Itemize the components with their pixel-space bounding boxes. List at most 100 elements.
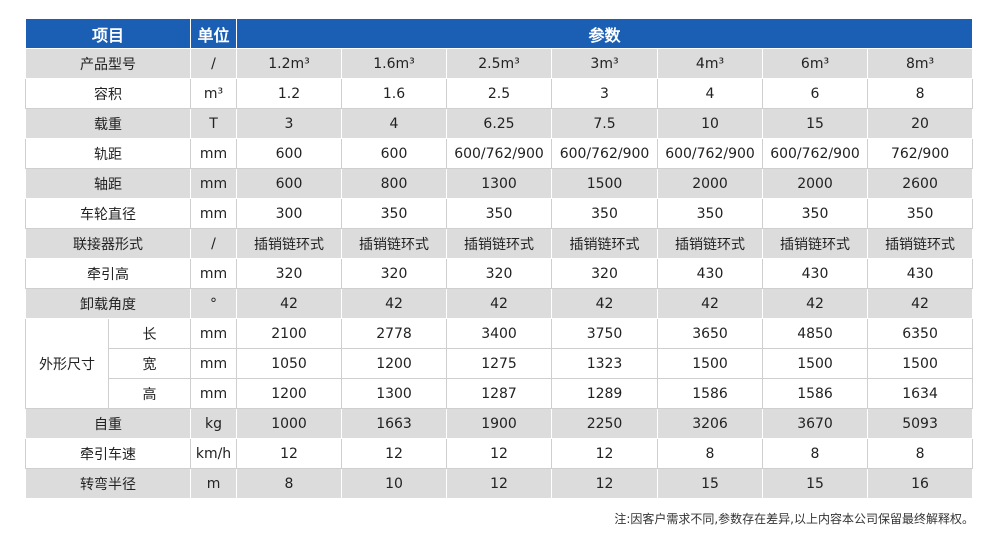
value-cell: 350	[446, 198, 553, 229]
value-cell: 2000	[762, 168, 869, 199]
value-cell: 2250	[551, 408, 659, 439]
unit-cell: mm	[190, 378, 238, 409]
value-cell: 320	[551, 258, 659, 289]
sub-label: 高	[107, 378, 192, 409]
value-cell: 1289	[551, 378, 659, 409]
value-cell: 8	[236, 468, 343, 499]
row: 轨距 mm 600 600 600/762/900 600/762/900 600/762/…	[24, 138, 974, 169]
row-label: 牵引高	[24, 258, 192, 289]
value-cell: 600/762/900	[446, 138, 553, 169]
row: 载重 T 3 4 6.25 7.5 10 15 20	[24, 108, 974, 139]
row-label: 轴距	[24, 168, 192, 199]
value-cell: 3m³	[551, 48, 659, 79]
value-cell: 12	[551, 438, 659, 469]
value-cell: 1500	[867, 348, 974, 379]
value-cell: 6	[762, 78, 869, 109]
row: 联接器形式 / 插销链环式 插销链环式 插销链环式 插销链环式 插销链环式 插销链环式 插销链环…	[24, 228, 974, 259]
spec-table-wrap: 项目 单位 参数 产品型号/1.2m³ 1.6m³ 2.5m³ 3m³ 4m³ 6m³ 8m³ 容积…	[24, 18, 974, 499]
value-cell: 4m³	[657, 48, 764, 79]
value-cell: 3670	[762, 408, 869, 439]
row: 宽 mm 1050 1200 1275 1323 1500 1500 1500	[26, 348, 974, 379]
value-cell: 3206	[657, 408, 764, 439]
row-label: 载重	[24, 108, 192, 139]
value-cell: 5093	[867, 408, 974, 439]
value-cell: 1200	[236, 378, 343, 409]
value-cell: 42	[341, 288, 448, 319]
value-cell: 320	[446, 258, 553, 289]
value-cell: 350	[551, 198, 659, 229]
value-cell: 12	[236, 438, 343, 469]
table-body: 项目 单位 参数 产品型号/1.2m³ 1.6m³ 2.5m³ 3m³ 4m³ 6m³ 8m³ 容积…	[24, 18, 974, 499]
unit-cell: mm	[190, 198, 238, 229]
value-cell: 350	[341, 198, 448, 229]
value-cell: 6350	[867, 318, 974, 349]
unit-cell: °	[190, 288, 238, 319]
value-cell: 1900	[446, 408, 553, 439]
row: 外形尺寸长 mm 2100 2778 3400 3750 3650 4850 6350	[25, 318, 974, 409]
row-label: 容积	[24, 78, 192, 109]
value-cell: 762/900	[867, 138, 974, 169]
value-cell: 350	[867, 198, 974, 229]
value-cell: 8	[867, 438, 974, 469]
row-label: 车轮直径	[24, 198, 192, 229]
value-cell: 800	[341, 168, 448, 199]
header-cell: 单位	[190, 18, 238, 49]
value-cell: 15	[657, 468, 764, 499]
row: 轴距 mm 600 800 1300 1500 2000 2000 2600	[24, 168, 974, 199]
value-cell: 插销链环式	[762, 228, 869, 259]
value-cell: 4850	[762, 318, 869, 349]
value-cell: 2.5m³	[446, 48, 553, 79]
row-label: 转弯半径	[24, 468, 192, 499]
value-cell: 1200	[341, 348, 448, 379]
value-cell: 2600	[867, 168, 974, 199]
value-cell: 42	[867, 288, 974, 319]
value-cell: 1.6m³	[341, 48, 448, 79]
unit-cell: m	[190, 468, 238, 499]
value-cell: 4	[657, 78, 764, 109]
row: 车轮直径 mm 300 350 350 350 350 350 350	[24, 198, 974, 229]
value-cell: 插销链环式	[657, 228, 764, 259]
value-cell: 300	[236, 198, 343, 229]
header-cell: 参数	[236, 18, 974, 49]
value-cell: 15	[762, 108, 869, 139]
value-cell: 4	[341, 108, 448, 139]
value-cell: 3	[551, 78, 659, 109]
row: 牵引车速 km/h 12 12 12 12 8 8 8	[24, 438, 974, 469]
sub-label: 宽	[107, 348, 192, 379]
value-cell: 600	[236, 138, 343, 169]
value-cell: 8m³	[867, 48, 974, 79]
value-cell: 42	[762, 288, 869, 319]
value-cell: 3400	[446, 318, 553, 349]
value-cell: 1586	[762, 378, 869, 409]
row-label: 联接器形式	[24, 228, 192, 259]
unit-cell: /	[190, 48, 238, 79]
value-cell: 600/762/900	[762, 138, 869, 169]
value-cell: 1000	[236, 408, 343, 439]
unit-cell: m³	[190, 78, 238, 109]
unit-cell: mm	[190, 258, 238, 289]
row-label: 产品型号	[24, 48, 192, 79]
value-cell: 1300	[341, 378, 448, 409]
unit-cell: mm	[190, 318, 238, 349]
row: 高 mm 1200 1300 1287 1289 1586 1586 1634	[26, 378, 974, 409]
value-cell: 插销链环式	[341, 228, 448, 259]
value-cell: 2000	[657, 168, 764, 199]
value-cell: 1500	[762, 348, 869, 379]
header-row: 项目 单位 参数	[24, 18, 974, 49]
row: 牵引高 mm 320 320 320 320 430 430 430	[24, 258, 974, 289]
unit-cell: kg	[190, 408, 238, 439]
value-cell: 插销链环式	[551, 228, 659, 259]
value-cell: 6m³	[762, 48, 869, 79]
value-cell: 3	[236, 108, 343, 139]
value-cell: 42	[446, 288, 553, 319]
row: 容积 m³ 1.2 1.6 2.5 3 4 6 8	[24, 78, 974, 109]
value-cell: 2100	[236, 318, 343, 349]
value-cell: 1.2m³	[236, 48, 343, 79]
value-cell: 42	[551, 288, 659, 319]
value-cell: 320	[236, 258, 343, 289]
value-cell: 1323	[551, 348, 659, 379]
value-cell: 20	[867, 108, 974, 139]
value-cell: 1586	[657, 378, 764, 409]
value-cell: 430	[762, 258, 869, 289]
